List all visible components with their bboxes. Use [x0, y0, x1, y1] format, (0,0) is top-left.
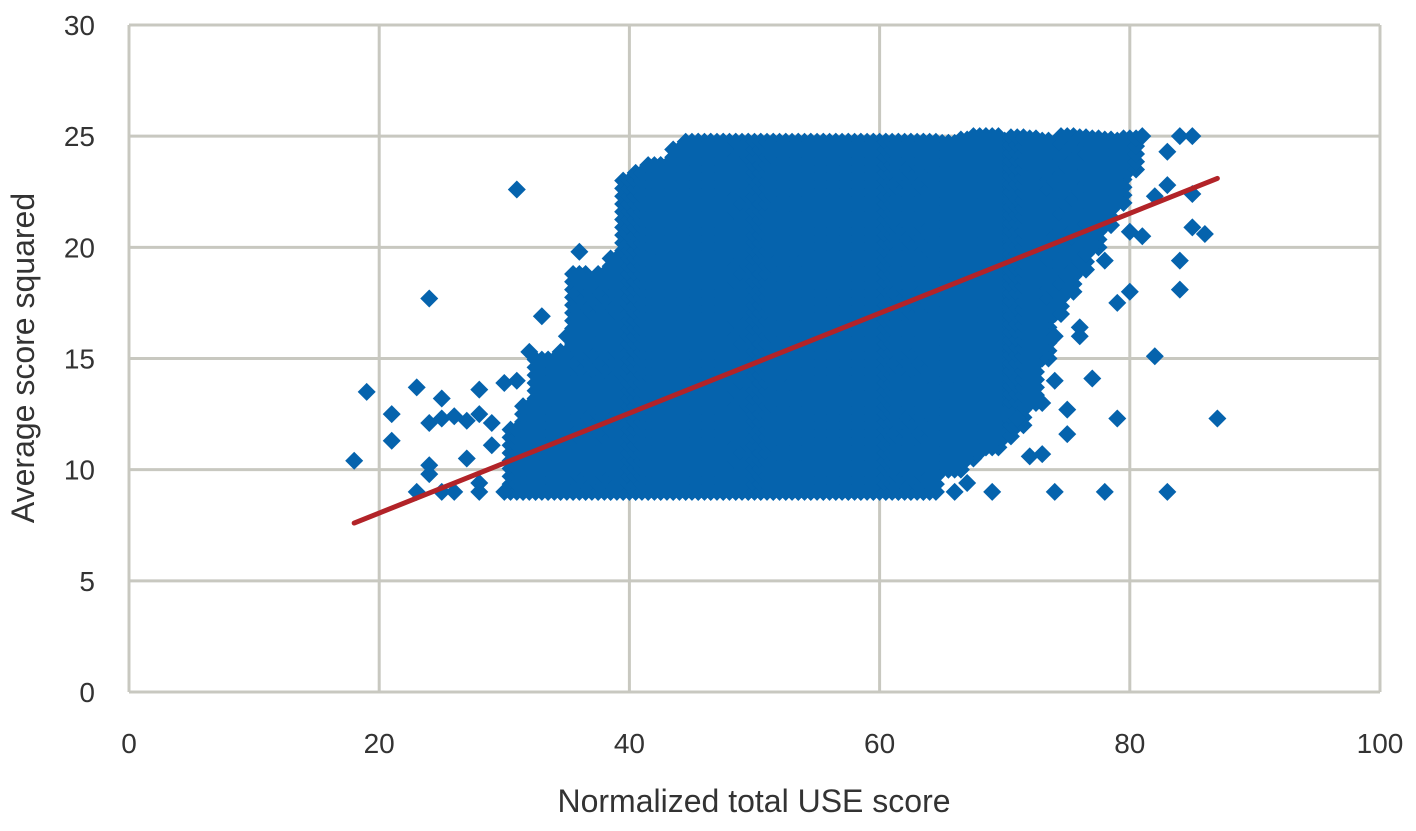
data-points [345, 127, 1227, 501]
